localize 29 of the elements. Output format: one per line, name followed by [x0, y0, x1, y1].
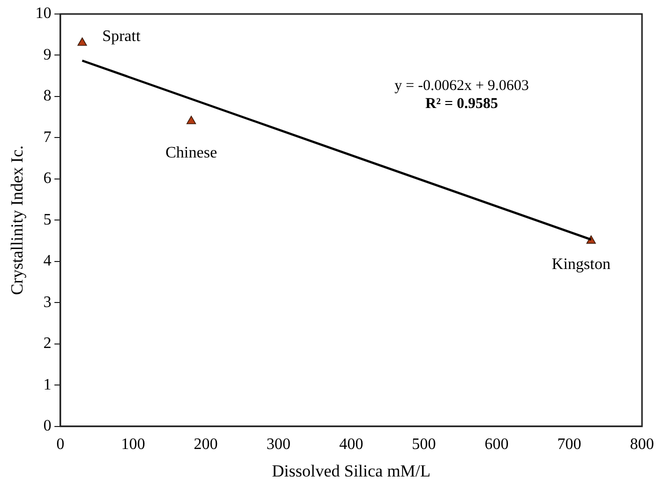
y-tick-label: 7: [43, 128, 52, 146]
x-tick-label: 800: [630, 436, 654, 454]
x-tick-label: 200: [194, 436, 218, 454]
annotation: R² = 0.9585: [425, 96, 498, 112]
annotation: Kingston: [552, 256, 610, 274]
y-tick-label: 2: [43, 335, 52, 352]
annotation: Chinese: [165, 144, 218, 162]
y-tick-label: 0: [43, 418, 52, 435]
annotation: Spratt: [102, 28, 141, 46]
x-tick-label: 700: [557, 436, 582, 454]
y-tick-label: 4: [43, 252, 52, 270]
y-tick-label: 1: [43, 376, 52, 394]
x-tick-label: 300: [266, 436, 290, 454]
y-tick-label: 9: [43, 46, 52, 64]
x-tick-label: 100: [121, 436, 146, 454]
y-tick-label: 8: [43, 88, 52, 105]
x-axis-title: Dissolved Silica mM/L: [272, 461, 431, 480]
point: [77, 37, 87, 46]
y-tick-label: 6: [43, 170, 52, 188]
y-tick-label: 5: [43, 211, 52, 228]
x-tick-label: 400: [339, 436, 364, 454]
y-tick-label: 3: [43, 294, 52, 311]
x-tick-label: 500: [412, 436, 436, 454]
point: [186, 116, 196, 124]
annotation: y = -0.0062x + 9.0603: [394, 78, 529, 94]
y-axis-title: Crystallinity Index Ic.: [8, 145, 27, 296]
x-tick-label: 0: [56, 436, 64, 454]
y-tick-label: 10: [35, 5, 52, 22]
x-tick-label: 600: [484, 436, 509, 454]
